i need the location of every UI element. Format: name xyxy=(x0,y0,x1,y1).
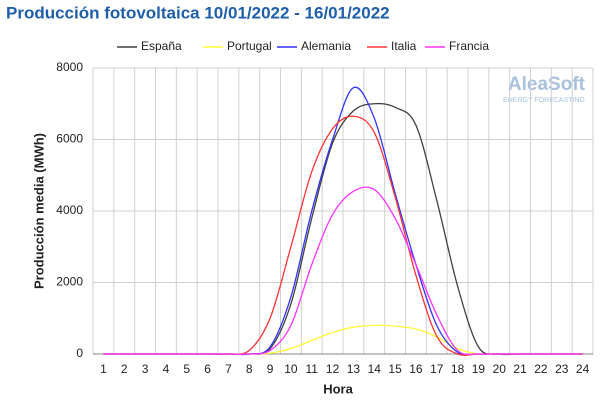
x-tick-label: 23 xyxy=(555,362,569,376)
watermark-sub: ENERGY FORECASTING xyxy=(503,97,585,104)
x-tick-label: 1 xyxy=(100,362,107,376)
x-tick-label: 3 xyxy=(142,362,149,376)
x-tick-label: 19 xyxy=(472,362,486,376)
y-tick-label: 0 xyxy=(76,346,83,360)
x-tick-label: 4 xyxy=(163,362,170,376)
y-tick-label: 6000 xyxy=(56,132,83,146)
x-tick-label: 16 xyxy=(409,362,423,376)
x-tick-label: 18 xyxy=(451,362,465,376)
legend-label: Portugal xyxy=(227,39,272,53)
y-tick-label: 8000 xyxy=(56,60,83,74)
x-tick-label: 7 xyxy=(225,362,232,376)
legend-label: Francia xyxy=(449,39,489,53)
x-tick-label: 9 xyxy=(267,362,274,376)
x-tick-label: 11 xyxy=(306,362,319,376)
x-tick-label: 2 xyxy=(121,362,128,376)
series-line xyxy=(103,186,583,356)
x-tick-label: 10 xyxy=(284,362,298,376)
x-tick-label: 22 xyxy=(534,362,548,376)
chart-title: Producción fotovoltaica 10/01/2022 - 16/… xyxy=(6,3,390,22)
y-tick-label: 2000 xyxy=(56,275,83,289)
x-tick-label: 5 xyxy=(183,362,190,376)
x-axis-label: Hora xyxy=(323,381,353,396)
x-tick-label: 21 xyxy=(513,362,527,376)
x-tick-label: 12 xyxy=(326,362,340,376)
x-tick-label: 14 xyxy=(368,362,382,376)
x-tick-label: 17 xyxy=(430,362,444,376)
x-tick-label: 8 xyxy=(246,362,253,376)
y-axis-label: Producción media (MWh) xyxy=(31,133,46,289)
watermark: AleaSoft xyxy=(508,74,586,95)
x-tick-label: 15 xyxy=(388,362,402,376)
x-tick-label: 24 xyxy=(576,362,590,376)
x-tick-label: 6 xyxy=(204,362,211,376)
x-tick-label: 13 xyxy=(347,362,361,376)
legend-label: Italia xyxy=(391,39,417,53)
y-tick-label: 4000 xyxy=(56,203,83,217)
legend-label: Alemania xyxy=(301,39,351,53)
legend-label: España xyxy=(141,39,182,53)
x-tick-label: 20 xyxy=(493,362,507,376)
